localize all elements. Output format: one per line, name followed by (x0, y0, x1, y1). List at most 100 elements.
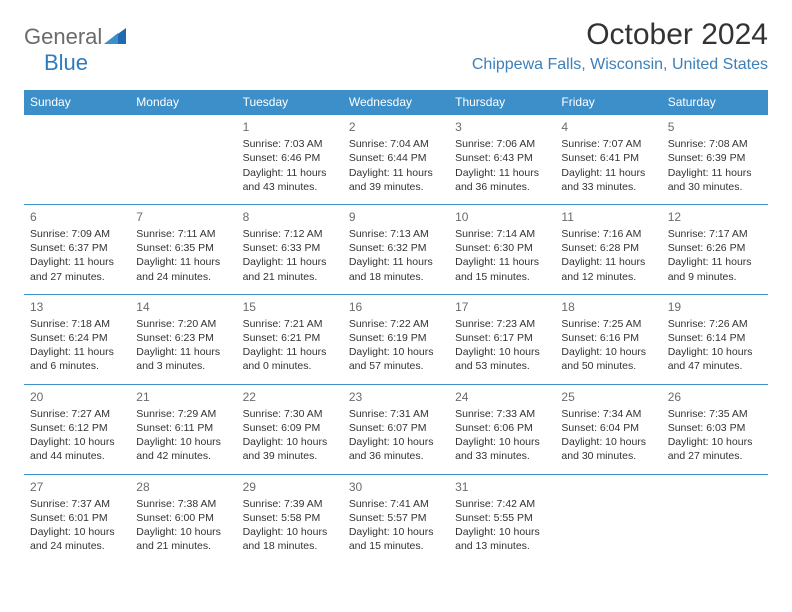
sunrise-text: Sunrise: 7:34 AM (561, 407, 655, 421)
sunrise-text: Sunrise: 7:35 AM (668, 407, 762, 421)
daylight-text: Daylight: 11 hours and 24 minutes. (136, 255, 230, 283)
daylight-text: Daylight: 11 hours and 15 minutes. (455, 255, 549, 283)
day-number: 5 (668, 119, 762, 135)
day-number: 25 (561, 389, 655, 405)
day-cell (24, 115, 130, 205)
day-cell: 30Sunrise: 7:41 AMSunset: 5:57 PMDayligh… (343, 474, 449, 563)
sunset-text: Sunset: 6:07 PM (349, 421, 443, 435)
day-cell: 19Sunrise: 7:26 AMSunset: 6:14 PMDayligh… (662, 294, 768, 384)
sunset-text: Sunset: 6:23 PM (136, 331, 230, 345)
sunset-text: Sunset: 6:43 PM (455, 151, 549, 165)
day-cell: 12Sunrise: 7:17 AMSunset: 6:26 PMDayligh… (662, 204, 768, 294)
daylight-text: Daylight: 11 hours and 9 minutes. (668, 255, 762, 283)
dayname-sunday: Sunday (24, 90, 130, 115)
day-number: 23 (349, 389, 443, 405)
day-number: 6 (30, 209, 124, 225)
day-number: 18 (561, 299, 655, 315)
day-number: 27 (30, 479, 124, 495)
sunrise-text: Sunrise: 7:17 AM (668, 227, 762, 241)
daylight-text: Daylight: 11 hours and 36 minutes. (455, 166, 549, 194)
day-number: 31 (455, 479, 549, 495)
day-cell: 9Sunrise: 7:13 AMSunset: 6:32 PMDaylight… (343, 204, 449, 294)
sunrise-text: Sunrise: 7:38 AM (136, 497, 230, 511)
daylight-text: Daylight: 10 hours and 15 minutes. (349, 525, 443, 553)
daylight-text: Daylight: 10 hours and 47 minutes. (668, 345, 762, 373)
sunrise-text: Sunrise: 7:31 AM (349, 407, 443, 421)
day-number: 19 (668, 299, 762, 315)
daylight-text: Daylight: 10 hours and 53 minutes. (455, 345, 549, 373)
day-number: 1 (243, 119, 337, 135)
daylight-text: Daylight: 11 hours and 18 minutes. (349, 255, 443, 283)
day-number: 22 (243, 389, 337, 405)
daylight-text: Daylight: 11 hours and 33 minutes. (561, 166, 655, 194)
sunrise-text: Sunrise: 7:41 AM (349, 497, 443, 511)
daylight-text: Daylight: 11 hours and 0 minutes. (243, 345, 337, 373)
sunrise-text: Sunrise: 7:03 AM (243, 137, 337, 151)
day-cell: 24Sunrise: 7:33 AMSunset: 6:06 PMDayligh… (449, 384, 555, 474)
daylight-text: Daylight: 11 hours and 30 minutes. (668, 166, 762, 194)
daylight-text: Daylight: 10 hours and 50 minutes. (561, 345, 655, 373)
day-cell: 27Sunrise: 7:37 AMSunset: 6:01 PMDayligh… (24, 474, 130, 563)
daylight-text: Daylight: 10 hours and 44 minutes. (30, 435, 124, 463)
sunset-text: Sunset: 6:39 PM (668, 151, 762, 165)
sunset-text: Sunset: 6:32 PM (349, 241, 443, 255)
day-cell (555, 474, 661, 563)
sunrise-text: Sunrise: 7:27 AM (30, 407, 124, 421)
sunset-text: Sunset: 6:33 PM (243, 241, 337, 255)
daylight-text: Daylight: 10 hours and 27 minutes. (668, 435, 762, 463)
day-number: 17 (455, 299, 549, 315)
day-number: 15 (243, 299, 337, 315)
day-number: 13 (30, 299, 124, 315)
day-cell: 28Sunrise: 7:38 AMSunset: 6:00 PMDayligh… (130, 474, 236, 563)
day-cell: 15Sunrise: 7:21 AMSunset: 6:21 PMDayligh… (237, 294, 343, 384)
day-cell: 18Sunrise: 7:25 AMSunset: 6:16 PMDayligh… (555, 294, 661, 384)
logo-text-blue: Blue (24, 50, 88, 75)
daylight-text: Daylight: 11 hours and 6 minutes. (30, 345, 124, 373)
day-number: 2 (349, 119, 443, 135)
sunset-text: Sunset: 6:04 PM (561, 421, 655, 435)
day-cell: 4Sunrise: 7:07 AMSunset: 6:41 PMDaylight… (555, 115, 661, 205)
week-row: 27Sunrise: 7:37 AMSunset: 6:01 PMDayligh… (24, 474, 768, 563)
dayname-monday: Monday (130, 90, 236, 115)
daylight-text: Daylight: 10 hours and 39 minutes. (243, 435, 337, 463)
sunset-text: Sunset: 6:03 PM (668, 421, 762, 435)
day-cell (130, 115, 236, 205)
dayname-wednesday: Wednesday (343, 90, 449, 115)
day-cell: 22Sunrise: 7:30 AMSunset: 6:09 PMDayligh… (237, 384, 343, 474)
day-number: 9 (349, 209, 443, 225)
sunset-text: Sunset: 6:41 PM (561, 151, 655, 165)
daylight-text: Daylight: 11 hours and 12 minutes. (561, 255, 655, 283)
sunrise-text: Sunrise: 7:06 AM (455, 137, 549, 151)
daylight-text: Daylight: 10 hours and 24 minutes. (30, 525, 124, 553)
sunrise-text: Sunrise: 7:09 AM (30, 227, 124, 241)
daylight-text: Daylight: 10 hours and 42 minutes. (136, 435, 230, 463)
day-cell: 13Sunrise: 7:18 AMSunset: 6:24 PMDayligh… (24, 294, 130, 384)
day-cell: 7Sunrise: 7:11 AMSunset: 6:35 PMDaylight… (130, 204, 236, 294)
daylight-text: Daylight: 11 hours and 21 minutes. (243, 255, 337, 283)
day-cell: 23Sunrise: 7:31 AMSunset: 6:07 PMDayligh… (343, 384, 449, 474)
day-cell: 29Sunrise: 7:39 AMSunset: 5:58 PMDayligh… (237, 474, 343, 563)
sunset-text: Sunset: 6:00 PM (136, 511, 230, 525)
day-number: 30 (349, 479, 443, 495)
sunrise-text: Sunrise: 7:04 AM (349, 137, 443, 151)
day-number: 10 (455, 209, 549, 225)
daylight-text: Daylight: 10 hours and 57 minutes. (349, 345, 443, 373)
sunset-text: Sunset: 6:46 PM (243, 151, 337, 165)
sunset-text: Sunset: 6:14 PM (668, 331, 762, 345)
day-cell: 11Sunrise: 7:16 AMSunset: 6:28 PMDayligh… (555, 204, 661, 294)
daylight-text: Daylight: 11 hours and 27 minutes. (30, 255, 124, 283)
sunset-text: Sunset: 6:24 PM (30, 331, 124, 345)
day-number: 29 (243, 479, 337, 495)
day-number: 11 (561, 209, 655, 225)
sunset-text: Sunset: 6:21 PM (243, 331, 337, 345)
day-cell: 16Sunrise: 7:22 AMSunset: 6:19 PMDayligh… (343, 294, 449, 384)
dayname-friday: Friday (555, 90, 661, 115)
day-cell: 6Sunrise: 7:09 AMSunset: 6:37 PMDaylight… (24, 204, 130, 294)
day-cell: 8Sunrise: 7:12 AMSunset: 6:33 PMDaylight… (237, 204, 343, 294)
sunrise-text: Sunrise: 7:22 AM (349, 317, 443, 331)
daylight-text: Daylight: 11 hours and 3 minutes. (136, 345, 230, 373)
sunrise-text: Sunrise: 7:33 AM (455, 407, 549, 421)
sunset-text: Sunset: 5:55 PM (455, 511, 549, 525)
day-cell: 17Sunrise: 7:23 AMSunset: 6:17 PMDayligh… (449, 294, 555, 384)
day-number: 7 (136, 209, 230, 225)
